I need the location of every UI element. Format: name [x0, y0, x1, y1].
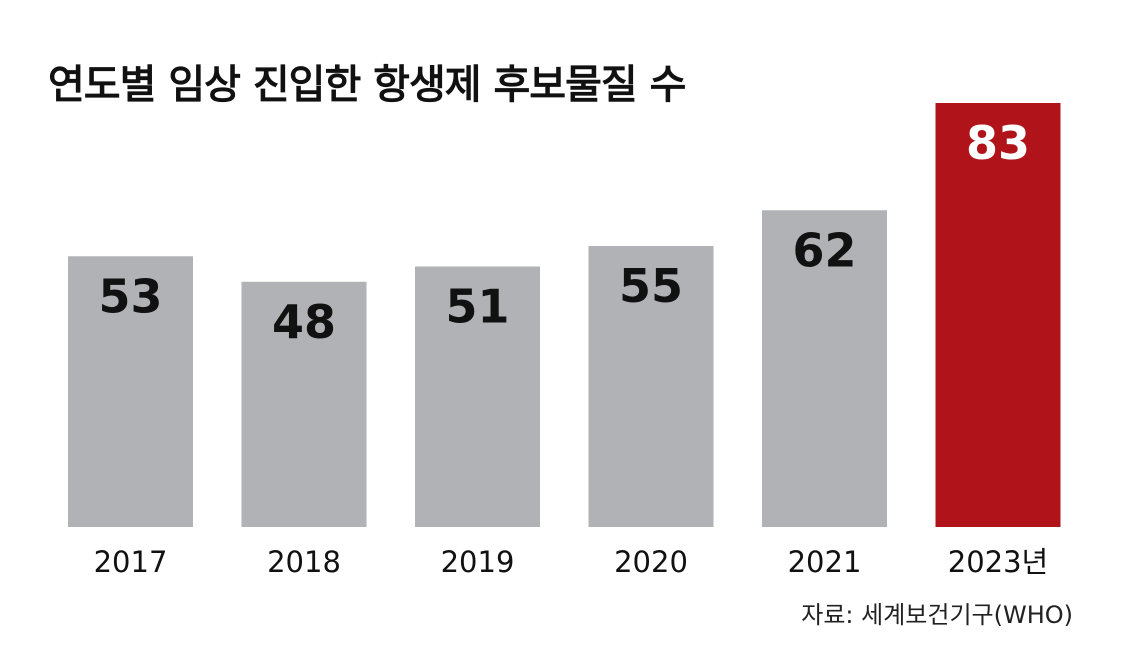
bar-2017: [68, 256, 193, 527]
bar-2021: [762, 210, 887, 528]
chart-title: 연도별 임상 진입한 항생제 후보물질 수: [48, 62, 686, 108]
x-tick-label-2018: 2018: [267, 545, 341, 579]
value-label-2023년: 83: [966, 116, 1030, 170]
value-label-2019: 51: [445, 279, 509, 333]
value-label-2021: 62: [792, 223, 856, 277]
bar-2018: [241, 281, 367, 527]
x-tick-label-2017: 2017: [94, 545, 168, 579]
x-tick-label-2019: 2019: [441, 545, 515, 579]
bars-group: [68, 103, 1061, 528]
source-note: 자료: 세계보건기구(WHO): [801, 601, 1073, 629]
x-tick-label-2021: 2021: [788, 545, 862, 579]
x-tick-label-2020: 2020: [614, 545, 688, 579]
value-label-2018: 48: [272, 295, 336, 349]
x-tick-labels-group: 2017 2018 2019 2020 2021 2023년: [94, 545, 1049, 579]
value-label-2017: 53: [98, 269, 162, 323]
value-labels-group: 53 48 51 55 62 83: [98, 116, 1030, 349]
x-tick-label-2023년: 2023년: [948, 545, 1048, 579]
bar-2023년: [935, 103, 1061, 527]
bar-2019: [415, 266, 540, 527]
value-label-2020: 55: [619, 259, 683, 313]
bar-2020: [588, 246, 714, 528]
